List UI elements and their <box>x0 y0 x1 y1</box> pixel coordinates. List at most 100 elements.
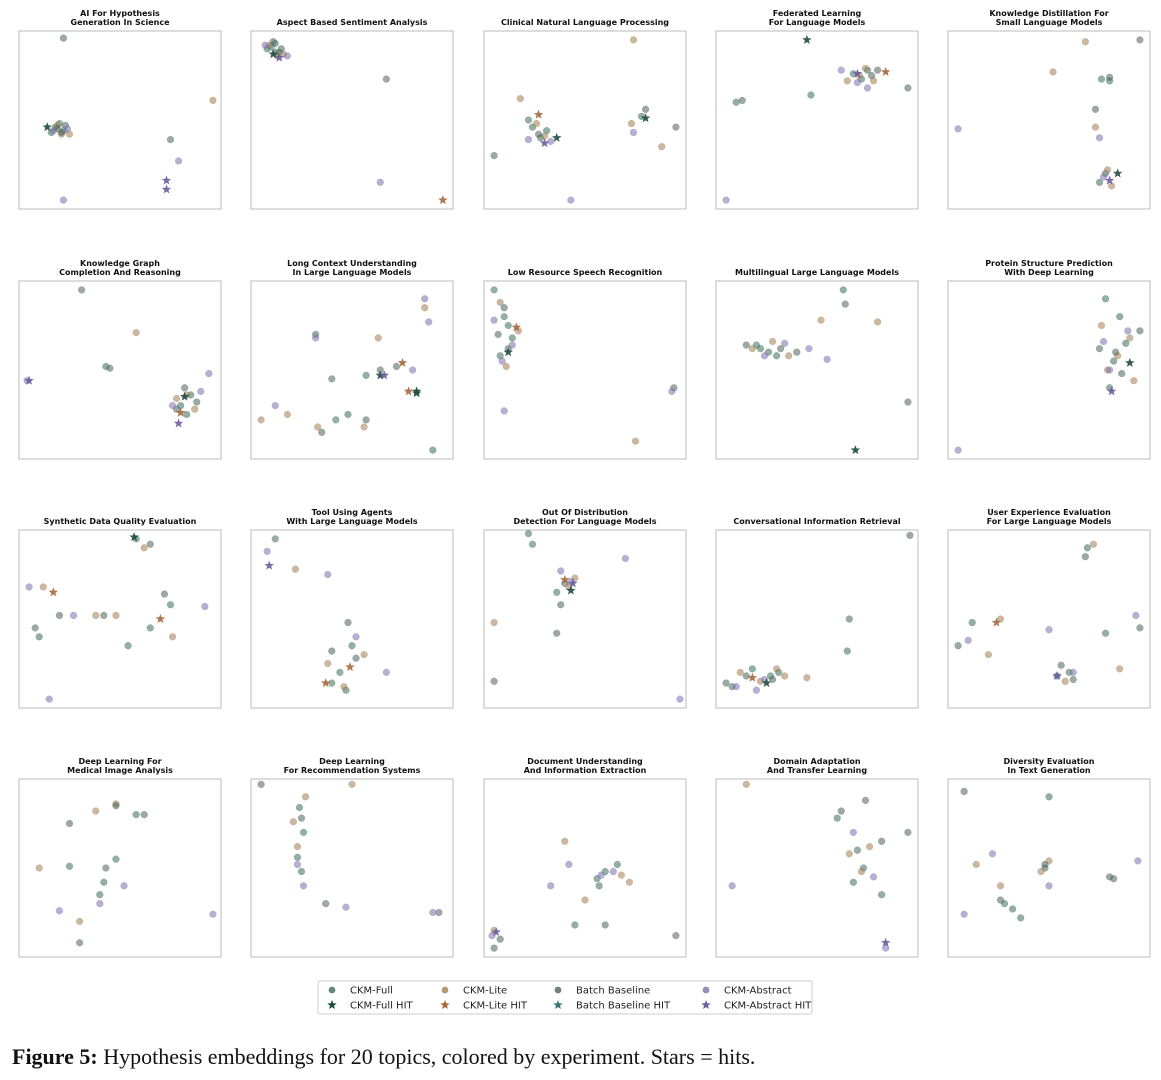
panel-frame <box>715 30 919 210</box>
point <box>516 94 525 103</box>
point <box>328 375 336 383</box>
point <box>996 882 1005 890</box>
point <box>140 810 148 819</box>
point <box>289 818 298 826</box>
point <box>595 882 603 890</box>
point <box>833 814 841 822</box>
point <box>75 939 84 947</box>
point <box>340 682 348 691</box>
panel-title: Synthetic Data Quality Evaluation <box>44 517 197 526</box>
point <box>172 394 181 403</box>
point <box>1057 661 1065 669</box>
legend-label: CKM-Lite <box>463 986 507 997</box>
point <box>772 352 781 360</box>
point <box>374 334 382 342</box>
point <box>1124 327 1132 335</box>
point <box>968 618 976 627</box>
point <box>382 668 390 677</box>
point <box>904 84 912 92</box>
point <box>738 96 746 105</box>
hit-star <box>274 52 285 62</box>
point <box>1099 173 1108 181</box>
point <box>722 679 730 687</box>
point <box>271 535 279 543</box>
point <box>295 803 304 812</box>
point <box>124 642 132 650</box>
legend-star <box>701 1000 711 1010</box>
point <box>322 899 330 908</box>
point <box>498 357 506 365</box>
point <box>803 674 811 682</box>
point <box>1045 882 1053 890</box>
point <box>508 334 516 342</box>
hit-star <box>880 937 891 947</box>
point <box>1134 857 1142 865</box>
hit-star <box>991 617 1002 627</box>
hit-star <box>161 184 172 194</box>
point <box>861 796 870 805</box>
hit-star <box>161 175 172 185</box>
point <box>547 137 555 146</box>
caption-label: Figure 5: <box>12 1044 98 1069</box>
hit-star <box>175 407 186 417</box>
panel-title: Deep Learning For Recommendation Systems <box>284 757 421 775</box>
point <box>873 66 882 74</box>
point <box>1103 166 1112 174</box>
panel-title: Tool Using Agents With Large Language Mod… <box>286 508 418 526</box>
panel-title: User Experience Evaluation For Large Lang… <box>987 508 1112 526</box>
panel-frame <box>483 280 687 460</box>
point <box>996 896 1005 904</box>
point <box>102 864 110 872</box>
point <box>906 531 914 539</box>
point <box>658 143 666 151</box>
point <box>1083 544 1092 552</box>
point <box>328 679 336 687</box>
point <box>197 387 205 396</box>
point <box>1101 629 1110 637</box>
point <box>597 871 605 879</box>
point <box>160 590 169 598</box>
hit-star <box>1106 386 1117 396</box>
point <box>92 611 100 620</box>
point <box>490 618 498 627</box>
point <box>793 348 801 356</box>
panel-frame <box>483 529 687 709</box>
point <box>823 355 831 363</box>
point <box>261 41 269 49</box>
hit-star <box>747 672 758 682</box>
panel-title: AI For Hypothesis Generation In Science <box>71 9 171 27</box>
point <box>960 787 968 796</box>
point <box>752 686 761 694</box>
point <box>631 437 640 445</box>
point <box>728 882 736 890</box>
point <box>342 903 350 911</box>
point <box>841 300 849 308</box>
point <box>1112 348 1120 356</box>
point <box>1136 36 1144 44</box>
point <box>146 624 154 632</box>
hit-star <box>379 370 390 380</box>
hit-star <box>1112 168 1123 178</box>
hit-star <box>48 587 59 597</box>
point <box>1089 540 1098 548</box>
point <box>1118 369 1126 378</box>
point <box>1091 123 1100 131</box>
panel-frame <box>18 30 222 210</box>
point <box>1130 377 1138 385</box>
point <box>318 428 326 436</box>
point <box>567 196 575 204</box>
legend-dot <box>702 986 710 994</box>
point <box>168 401 177 410</box>
hit-star <box>179 391 190 401</box>
point <box>35 864 43 872</box>
point <box>146 540 154 548</box>
point <box>100 878 108 886</box>
point <box>360 423 368 431</box>
point <box>494 330 502 339</box>
point <box>63 125 72 133</box>
point <box>65 862 74 870</box>
point <box>867 71 876 80</box>
point <box>877 891 886 899</box>
point <box>166 135 175 144</box>
point <box>843 647 851 655</box>
